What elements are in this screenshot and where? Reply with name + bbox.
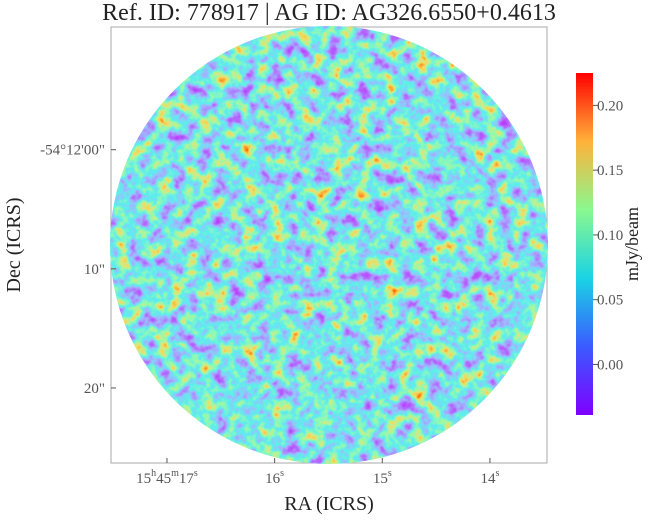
y-tick-label: 20" [84, 381, 105, 397]
colorbar [576, 73, 593, 415]
colorbar-tick-label: 0.00 [597, 357, 623, 373]
x-tick-label: 15s [373, 468, 392, 487]
x-tick-label: 15h45m17s [136, 468, 198, 487]
colorbar-tick-label: 0.05 [597, 293, 623, 309]
chart-title: Ref. ID: 778917 | AG ID: AG326.6550+0.46… [102, 0, 556, 26]
x-tick-label: 16s [265, 468, 284, 487]
y-tick-label: 10" [84, 262, 105, 278]
x-tick-label: 14s [480, 468, 499, 487]
x-axis-label: RA (ICRS) [284, 493, 373, 515]
colorbar-tick-label: 0.20 [597, 98, 623, 114]
y-axis-label: Dec (ICRS) [3, 198, 25, 293]
y-tick-label: -54°12'00" [40, 143, 105, 159]
image [110, 26, 548, 464]
colorbar-tick-label: 0.10 [597, 228, 623, 244]
colorbar-tick-label: 0.15 [597, 163, 623, 179]
colorbar-label: mJy/beam [622, 207, 642, 281]
